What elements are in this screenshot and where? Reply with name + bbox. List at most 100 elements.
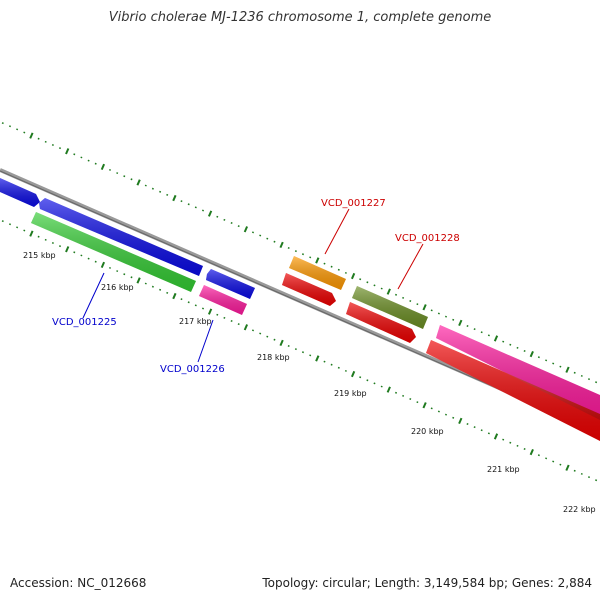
minor-tick [251,329,255,332]
minor-tick [523,349,526,353]
minor-tick [237,225,240,228]
minor-tick [37,235,40,238]
minor-tick [123,175,126,178]
minor-tick [416,401,419,404]
minor-tick [94,162,97,165]
major-tick [207,308,213,315]
minor-tick [487,334,490,337]
minor-tick [502,340,505,343]
minor-tick [380,385,383,388]
minor-tick [108,168,112,171]
minor-tick [330,363,333,366]
major-tick [493,433,499,440]
tick-label: 215 kbp [23,251,56,260]
genome-summary-text: Topology: circular; Length: 3,149,584 bp… [262,576,592,590]
major-tick [458,319,463,326]
minor-tick [301,253,305,256]
tick-label: 219 kbp [334,389,367,398]
minor-tick [294,250,297,253]
minor-tick [344,369,347,372]
minor-tick [587,378,591,381]
minor-tick [201,209,205,212]
major-tick [386,386,391,393]
minor-tick [466,422,469,426]
minor-tick [437,410,440,413]
tick-label: 217 kbp [179,317,212,326]
minor-tick [159,190,162,193]
minor-tick [509,343,512,346]
major-tick [172,292,177,300]
minor-tick [473,426,476,429]
major-tick [136,277,141,284]
minor-tick [430,309,433,312]
minor-tick [166,291,169,294]
major-tick [243,226,249,233]
minor-tick [58,245,62,248]
major-tick [65,246,70,253]
gene-label-vcd-001227[interactable]: VCD_001227 [321,198,386,209]
minor-tick [187,301,190,304]
minor-tick [201,307,205,310]
major-tick [100,163,106,170]
minor-tick [151,285,154,288]
minor-tick [216,215,219,218]
minor-tick [516,346,519,349]
major-tick [100,261,106,268]
gene-label-vcd-001225[interactable]: VCD_001225 [52,317,117,328]
minor-tick [259,234,262,237]
minor-tick [337,268,340,271]
minor-tick [194,304,197,307]
major-tick [29,230,34,237]
minor-tick [266,237,269,240]
minor-tick [466,324,469,328]
minor-tick [394,391,398,394]
minor-tick [144,282,147,285]
tick-label: 221 kbp [487,465,520,474]
minor-tick [337,366,340,369]
minor-tick [159,288,162,291]
minor-tick [516,444,519,447]
minor-tick [44,238,47,241]
major-tick [315,355,320,362]
minor-tick [259,332,262,335]
minor-tick [166,193,169,196]
major-tick [529,448,534,456]
minor-tick [51,143,54,147]
minor-tick [144,184,147,187]
minor-tick [537,454,540,457]
minor-tick [16,128,19,131]
minor-tick [323,360,326,363]
minor-tick-rings [1,122,598,482]
major-tick [422,304,427,311]
gene-label-vcd-001228[interactable]: VCD_001228 [395,233,460,244]
minor-tick [251,231,255,234]
minor-tick [58,147,62,150]
minor-tick [116,172,119,175]
minor-tick [595,479,598,482]
minor-tick [444,315,448,318]
minor-tick [480,429,483,432]
minor-tick [94,260,97,263]
gene-label-vcd-001226[interactable]: VCD_001226 [160,364,225,375]
minor-tick [380,287,383,290]
minor-tick [309,354,312,357]
minor-tick [23,229,26,232]
major-tick-marks [29,132,570,471]
minor-tick [452,416,455,419]
minor-tick [230,221,233,225]
minor-tick [537,356,540,359]
minor-tick [223,316,226,319]
tick-labels: 215 kbp 216 kbp 217 kbp 218 kbp 219 kbp … [23,251,596,514]
minor-tick [437,312,440,315]
accession-text: Accession: NC_012668 [10,576,147,590]
major-tick [279,241,284,248]
minor-tick [580,374,583,377]
minor-tick [545,457,548,460]
minor-tick [580,472,583,475]
minor-tick [430,407,433,410]
minor-tick [301,351,305,354]
gene-label-leaders [82,208,424,363]
major-tick [422,402,427,409]
tick-label: 218 kbp [257,353,290,362]
